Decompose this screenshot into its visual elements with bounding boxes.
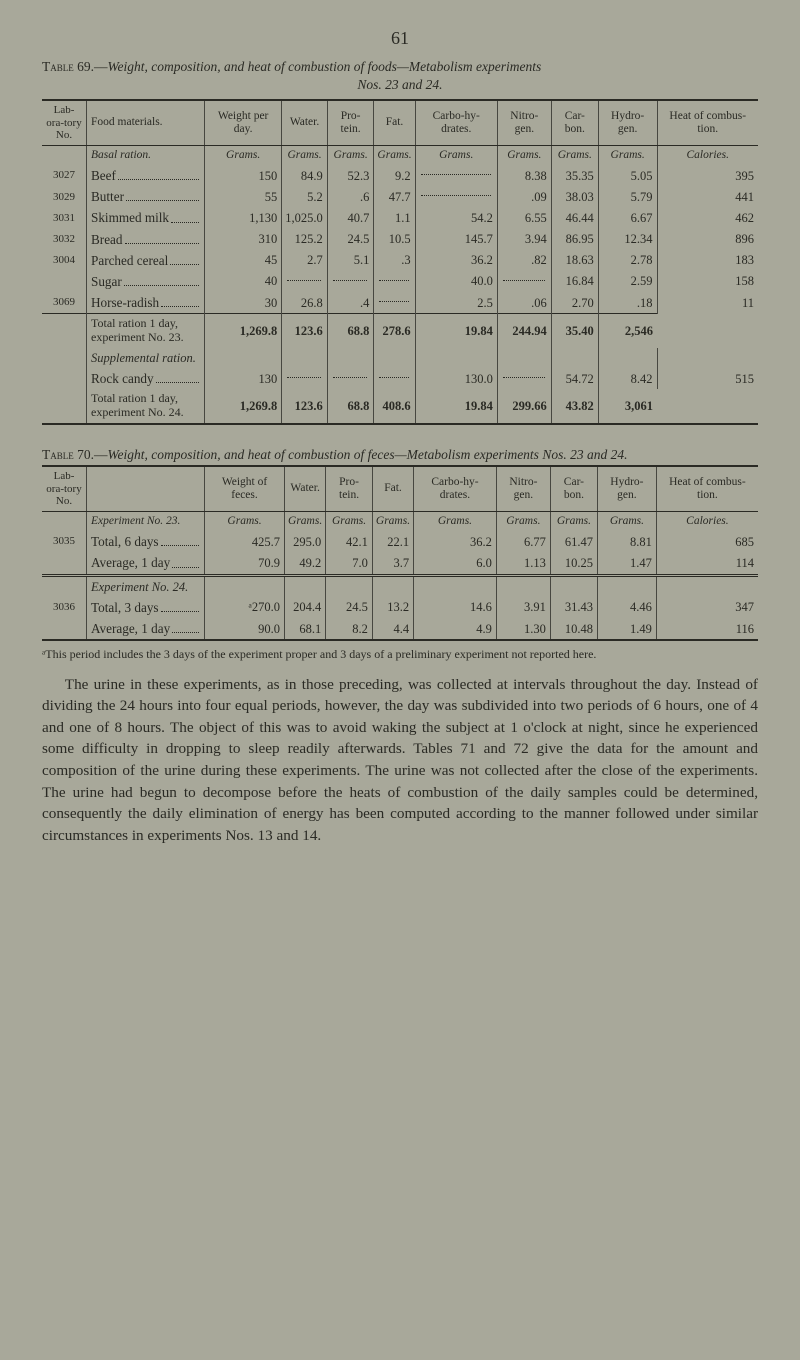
hdr2-blank xyxy=(87,466,205,511)
hdr-lab: Lab-ora-tory No. xyxy=(42,100,87,145)
table-row: 3036Total, 3 daysᵃ270.0204.424.513.214.6… xyxy=(42,597,758,618)
table69-title: Table 69.—Weight, composition, and heat … xyxy=(42,59,758,75)
hdr-hydro: Hydro-gen. xyxy=(598,100,657,145)
table-row: 3069Horse-radish3026.8.42.5.062.70.1811 xyxy=(42,292,758,314)
hdr-heat: Heat of combus-tion. xyxy=(657,100,758,145)
hdr2-carbon: Car-bon. xyxy=(550,466,597,511)
hdr2-carb: Carbo-hy-drates. xyxy=(414,466,497,511)
table69: Lab-ora-tory No. Food materials. Weight … xyxy=(42,99,758,425)
hdr2-water: Water. xyxy=(285,466,326,511)
hdr2-heat: Heat of combus-tion. xyxy=(656,466,758,511)
hdr2-lab: Lab-ora-tory No. xyxy=(42,466,87,511)
footnote: ᵃThis period includes the 3 days of the … xyxy=(42,647,758,661)
table69-subtitle: Nos. 23 and 24. xyxy=(42,77,758,93)
hdr-weight: Weight per day. xyxy=(205,100,282,145)
table-row: 3031Skimmed milk1,1301,025.040.71.154.26… xyxy=(42,207,758,228)
table70-header-row: Lab-ora-tory No. Weight of feces. Water.… xyxy=(42,466,758,511)
table-row: 3035Total, 6 days425.7295.042.122.136.26… xyxy=(42,531,758,552)
table70-title: Table 70.—Weight, composition, and heat … xyxy=(42,447,758,463)
table-row: 3027Beef15084.952.39.28.3835.355.05395 xyxy=(42,165,758,186)
table-row: Sugar4040.016.842.59158 xyxy=(42,271,758,292)
hdr-nitro: Nitro-gen. xyxy=(497,100,551,145)
hdr-fat: Fat. xyxy=(374,100,415,145)
hdr2-nitro: Nitro-gen. xyxy=(496,466,550,511)
table-row: 3032Bread310125.224.510.5145.73.9486.951… xyxy=(42,229,758,250)
hdr-water: Water. xyxy=(282,100,328,145)
hdr-food: Food materials. xyxy=(87,100,205,145)
table-row: 3029Butter555.2.647.7.0938.035.79441 xyxy=(42,186,758,207)
body-paragraph: The urine in these experiments, as in th… xyxy=(42,674,758,847)
table-row: Average, 1 day90.068.18.24.44.91.3010.48… xyxy=(42,618,758,640)
table70: Lab-ora-tory No. Weight of feces. Water.… xyxy=(42,465,758,641)
page-number: 61 xyxy=(42,28,758,49)
hdr2-hydro: Hydro-gen. xyxy=(597,466,656,511)
table-row: Rock candy130130.054.728.42515 xyxy=(42,368,758,389)
table-row: Average, 1 day70.949.27.03.76.01.1310.25… xyxy=(42,552,758,575)
hdr-carb: Carbo-hy-drates. xyxy=(415,100,497,145)
hdr2-weight: Weight of feces. xyxy=(205,466,285,511)
hdr2-fat: Fat. xyxy=(372,466,413,511)
table69-header-row: Lab-ora-tory No. Food materials. Weight … xyxy=(42,100,758,145)
hdr-carbon: Car-bon. xyxy=(551,100,598,145)
hdr2-protein: Pro-tein. xyxy=(326,466,373,511)
hdr-protein: Pro-tein. xyxy=(327,100,374,145)
table-row: 3004Parched cereal452.75.1.336.2.8218.63… xyxy=(42,250,758,271)
